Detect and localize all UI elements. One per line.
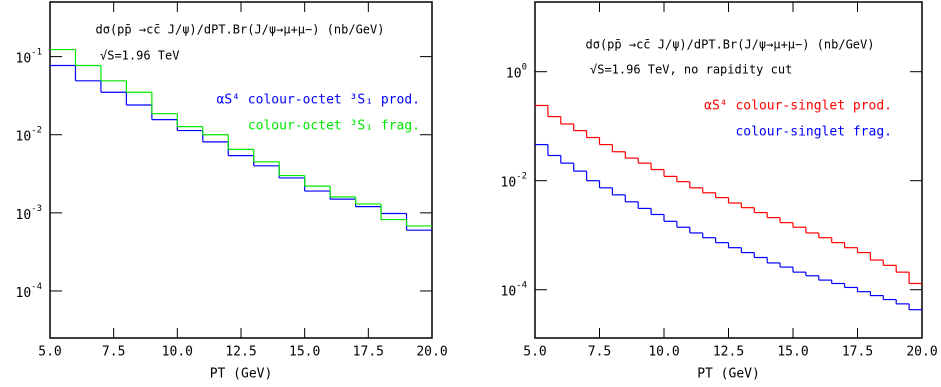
x-tick-label: 5.0	[38, 345, 61, 360]
legend-entry: αS⁴ colour-singlet prod.	[704, 99, 892, 114]
y-tick-exponent: -4	[31, 281, 42, 291]
chart-subtitle: √S=1.96 TeV	[100, 49, 179, 63]
x-tick-label: 20.0	[906, 345, 937, 360]
x-tick-label: 17.5	[842, 345, 873, 360]
y-tick-base: 10	[506, 66, 522, 81]
x-tick-label: 7.5	[102, 345, 125, 360]
y-tick-base: 10	[501, 175, 517, 190]
y-tick-exponent: -1	[31, 47, 42, 57]
y-tick-exponent: 0	[522, 62, 527, 72]
y-tick-exponent: -2	[516, 171, 527, 181]
x-axis-label: PT (GeV)	[210, 367, 273, 382]
y-tick-base: 10	[16, 51, 32, 66]
y-tick-label: 10-2	[501, 171, 528, 190]
y-tick-base: 10	[501, 284, 517, 299]
x-tick-label: 7.5	[588, 345, 611, 360]
plot-frame	[534, 1, 923, 339]
x-tick-label: 15.0	[777, 345, 808, 360]
y-tick-exponent: -3	[31, 203, 42, 213]
x-tick-label: 10.0	[162, 345, 193, 360]
y-tick-exponent: -2	[31, 125, 42, 135]
y-tick-label: 10-4	[501, 280, 528, 299]
y-tick-label: 10-4	[16, 281, 43, 300]
chart-subtitle: √S=1.96 TeV, no rapidity cut	[590, 63, 792, 77]
x-tick-label: 12.5	[225, 345, 256, 360]
chart-title: dσ(pp̄ →cc̄ J/ψ)/dPT.Br(J/ψ→μ+μ−) (nb/Ge…	[586, 38, 875, 52]
y-tick-label: 10-3	[16, 203, 43, 222]
x-tick-label: 15.0	[289, 345, 320, 360]
y-tick-label: 100	[506, 62, 527, 81]
x-tick-label: 12.5	[713, 345, 744, 360]
legend-entry: colour-octet ³S₁ frag.	[248, 119, 420, 134]
y-tick-exponent: -4	[516, 280, 527, 290]
legend-entry: αS⁴ colour-octet ³S₁ prod.	[217, 93, 421, 108]
legend-entry: colour-singlet frag.	[735, 125, 892, 140]
chart-title: dσ(pp̄ →cc̄ J/ψ)/dPT.Br(J/ψ→μ+μ−) (nb/Ge…	[96, 23, 385, 37]
y-tick-base: 10	[16, 285, 32, 300]
y-tick-base: 10	[16, 129, 32, 144]
x-tick-label: 17.5	[353, 345, 384, 360]
x-tick-label: 10.0	[648, 345, 679, 360]
x-axis-label: PT (GeV)	[697, 367, 760, 382]
y-tick-label: 10-2	[16, 125, 43, 144]
x-tick-label: 20.0	[416, 345, 447, 360]
y-tick-label: 10-1	[16, 47, 43, 66]
x-tick-label: 5.0	[523, 345, 546, 360]
y-tick-base: 10	[16, 207, 32, 222]
